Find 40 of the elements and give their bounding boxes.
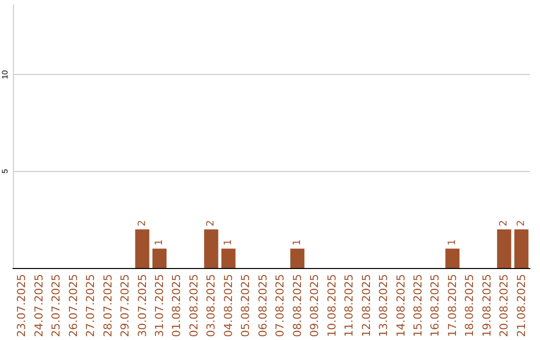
x-tick-label: 26.07.2025 <box>66 274 80 338</box>
x-tick-label: 12.08.2025 <box>360 274 373 338</box>
x-tick-label: 10.08.2025 <box>325 274 338 338</box>
x-tick-label: 03.08.2025 <box>204 274 218 338</box>
data-label: 2 <box>516 220 527 226</box>
x-tick-label: 05.08.2025 <box>239 274 252 338</box>
x-tick-label: 23.07.2025 <box>15 274 28 338</box>
x-tick-label: 29.07.2025 <box>118 274 132 338</box>
x-tick-label: 19.08.2025 <box>480 274 494 338</box>
x-tick-label: 02.08.2025 <box>187 274 200 338</box>
x-tick-label: 17.08.2025 <box>446 274 459 338</box>
x-tick-label: 11.08.2025 <box>342 274 356 338</box>
y-tick-label: 5 <box>0 168 10 174</box>
x-tick-label: 31.07.2025 <box>152 274 166 338</box>
data-label: 1 <box>222 239 234 246</box>
x-tick-label: 09.08.2025 <box>308 274 322 338</box>
data-label: 2 <box>136 220 148 226</box>
x-tick-label: 18.08.2025 <box>463 274 476 338</box>
x-tick-label: 06.08.2025 <box>256 274 270 338</box>
x-tick-label: 13.08.2025 <box>377 274 390 338</box>
x-tick-label: 14.08.2025 <box>394 274 408 338</box>
y-tick-label: 10 <box>0 70 10 80</box>
data-label: 2 <box>498 220 510 226</box>
x-tick-label: 27.07.2025 <box>84 274 98 338</box>
x-tick-label: 07.08.2025 <box>274 274 287 338</box>
x-tick-label: 24.07.2025 <box>32 274 46 338</box>
x-tick-label: 08.08.2025 <box>290 274 304 338</box>
x-tick-label: 04.08.2025 <box>222 274 235 338</box>
x-tick-label: 21.08.2025 <box>514 274 528 338</box>
x-tick-label: 15.08.2025 <box>411 274 424 338</box>
data-label: 1 <box>292 239 303 246</box>
x-tick-label: 20.08.2025 <box>498 274 511 338</box>
x-tick-label: 25.07.2025 <box>50 274 63 338</box>
data-label: 2 <box>206 220 217 226</box>
x-tick-label: 30.07.2025 <box>136 274 149 338</box>
x-tick-label: 16.08.2025 <box>428 274 442 338</box>
x-tick-label: 28.07.2025 <box>101 274 114 338</box>
x-tick-label: 01.08.2025 <box>170 274 184 338</box>
data-label: 1 <box>154 239 165 246</box>
data-label: 1 <box>446 239 458 246</box>
